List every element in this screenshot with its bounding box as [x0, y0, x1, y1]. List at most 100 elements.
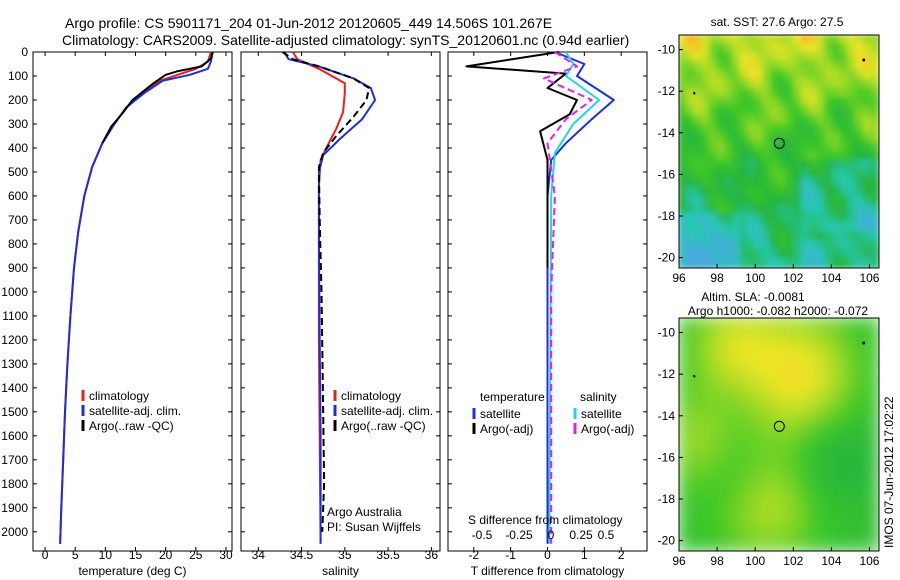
map-cell — [724, 69, 734, 81]
map-cell — [778, 87, 788, 99]
map-cell — [679, 231, 688, 243]
map-cell — [793, 258, 804, 268]
map-cell — [847, 352, 857, 364]
map-cell — [870, 141, 879, 153]
map-cell — [854, 433, 865, 445]
map-cell — [839, 114, 850, 126]
map-cell — [762, 258, 773, 268]
map-cell — [785, 222, 796, 234]
map-cell — [731, 222, 742, 234]
map-cell — [679, 469, 688, 481]
map-cell — [801, 105, 811, 117]
map-cell — [701, 168, 711, 180]
map-cell — [754, 87, 765, 99]
map-cell — [685, 96, 696, 108]
map-cell — [685, 370, 696, 382]
map-cell — [824, 352, 834, 364]
map-cell — [739, 424, 750, 436]
map-cell — [701, 249, 711, 261]
map-cell — [816, 397, 827, 409]
map-cell — [739, 195, 750, 207]
map-cell — [801, 123, 811, 135]
map-cell — [808, 168, 819, 180]
map-cell — [839, 442, 850, 454]
map-cell — [862, 231, 873, 243]
map-cell — [724, 177, 734, 189]
map-cell — [724, 78, 734, 90]
map-cell — [701, 379, 711, 391]
legend-title: temperature — [480, 390, 545, 404]
map-cell — [693, 415, 704, 427]
map-cell — [762, 114, 773, 126]
map-cell — [801, 325, 811, 337]
map-cell — [870, 51, 879, 63]
map-cell — [770, 78, 780, 90]
map-cell — [847, 96, 857, 108]
profile-panel-differences: -2 -1 0 1 2 T difference from climatology temp… — [447, 51, 648, 578]
map-cell — [854, 505, 865, 517]
map-cell — [785, 496, 796, 508]
map-cell — [847, 334, 857, 346]
map-cell — [808, 87, 819, 99]
map-cell — [816, 460, 827, 472]
map-cell — [816, 451, 827, 463]
map-cell — [862, 177, 873, 189]
map-cell — [679, 487, 688, 499]
map-cell — [762, 487, 773, 499]
map-cell — [716, 424, 727, 436]
map-cell — [870, 460, 879, 472]
map-cell — [824, 150, 834, 162]
map-cell — [831, 379, 842, 391]
map-cell — [870, 258, 879, 268]
map-cell — [708, 105, 719, 117]
map-cell — [808, 51, 819, 63]
map-cell — [831, 51, 842, 63]
map-y-tick-label: -10 — [658, 43, 676, 57]
map-cell — [731, 370, 742, 382]
map-cell — [747, 141, 757, 153]
map-cell — [701, 141, 711, 153]
map-y-tick-label: -10 — [658, 326, 676, 340]
map-cell — [747, 195, 757, 207]
map-cell — [816, 150, 827, 162]
map-cell — [739, 168, 750, 180]
map-cell — [870, 222, 879, 234]
map-cell — [824, 69, 834, 81]
map-cell — [685, 222, 696, 234]
map-y-tick-label: -16 — [658, 167, 676, 181]
map-cell — [770, 51, 780, 63]
map-cell — [847, 222, 857, 234]
map-cell — [808, 361, 819, 373]
map-cell — [778, 496, 788, 508]
map-cell — [793, 159, 804, 171]
map-cell — [801, 258, 811, 268]
map-cell — [770, 478, 780, 490]
map-cell — [754, 213, 765, 225]
map-cell — [685, 87, 696, 99]
map-cell — [839, 541, 850, 551]
map-cell — [847, 78, 857, 90]
map-cell — [839, 433, 850, 445]
map-cell — [862, 469, 873, 481]
map-cell — [747, 123, 757, 135]
map-cell — [679, 424, 688, 436]
map-cell — [831, 78, 842, 90]
map-cell — [839, 397, 850, 409]
map-cell — [801, 505, 811, 517]
map-cell — [801, 343, 811, 355]
map-cell — [778, 186, 788, 198]
map-cell — [839, 51, 850, 63]
map-cell — [770, 222, 780, 234]
map-cell — [731, 442, 742, 454]
map-cell — [793, 514, 804, 526]
map-cell — [839, 96, 850, 108]
map-cell — [816, 204, 827, 216]
map-cell — [762, 361, 773, 373]
map-cell — [739, 222, 750, 234]
map-cell — [778, 69, 788, 81]
map-cell — [679, 325, 688, 337]
map-cell — [778, 213, 788, 225]
map-cell — [862, 415, 873, 427]
map-cell — [831, 397, 842, 409]
